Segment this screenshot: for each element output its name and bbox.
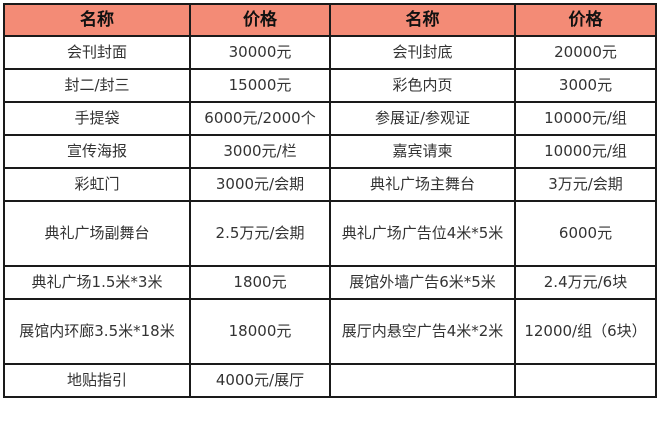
item-name-cell: 典礼广场主舞台 — [329, 167, 516, 202]
item-price-cell: 1800元 — [189, 265, 331, 300]
item-name-cell: 典礼广场广告位4米*5米 — [329, 200, 516, 267]
table-row: 彩虹门 3000元/会期 典礼广场主舞台 3万元/会期 — [3, 167, 657, 202]
item-name-cell: 典礼广场副舞台 — [3, 200, 191, 267]
item-name-cell: 会刊封面 — [3, 35, 191, 70]
table-row: 封二/封三 15000元 彩色内页 3000元 — [3, 68, 657, 103]
header-row: 名称 价格 名称 价格 — [3, 3, 657, 37]
item-name-cell: 封二/封三 — [3, 68, 191, 103]
item-name-cell: 会刊封底 — [329, 35, 516, 70]
table-row: 手提袋 6000元/2000个 参展证/参观证 10000元/组 — [3, 101, 657, 136]
item-name-cell — [329, 363, 516, 398]
item-name-cell: 展厅内悬空广告4米*2米 — [329, 298, 516, 365]
table-row: 典礼广场1.5米*3米 1800元 展馆外墙广告6米*5米 2.4万元/6块 — [3, 265, 657, 300]
item-name-cell: 参展证/参观证 — [329, 101, 516, 136]
price-table: 名称 价格 名称 价格 会刊封面 30000元 会刊封底 20000元 封二/封三 150… — [3, 3, 657, 398]
table-row: 宣传海报 3000元/栏 嘉宾请柬 10000元/组 — [3, 134, 657, 169]
header-name: 名称 — [3, 3, 191, 37]
item-price-cell: 3000元/栏 — [189, 134, 331, 169]
item-name-cell: 展馆内环廊3.5米*18米 — [3, 298, 191, 365]
item-price-cell: 6000元/2000个 — [189, 101, 331, 136]
table-row: 典礼广场副舞台 2.5万元/会期 典礼广场广告位4米*5米 6000元 — [3, 200, 657, 267]
item-name-cell: 彩色内页 — [329, 68, 516, 103]
header-name: 名称 — [329, 3, 516, 37]
item-price-cell: 4000元/展厅 — [189, 363, 331, 398]
header-price: 价格 — [514, 3, 657, 37]
item-price-cell: 6000元 — [514, 200, 657, 267]
table-row: 地贴指引 4000元/展厅 — [3, 363, 657, 398]
item-price-cell: 18000元 — [189, 298, 331, 365]
item-name-cell: 彩虹门 — [3, 167, 191, 202]
table-row: 会刊封面 30000元 会刊封底 20000元 — [3, 35, 657, 70]
item-price-cell: 10000元/组 — [514, 101, 657, 136]
item-price-cell: 3万元/会期 — [514, 167, 657, 202]
item-price-cell: 2.4万元/6块 — [514, 265, 657, 300]
item-name-cell: 典礼广场1.5米*3米 — [3, 265, 191, 300]
item-price-cell: 15000元 — [189, 68, 331, 103]
item-name-cell: 展馆外墙广告6米*5米 — [329, 265, 516, 300]
item-price-cell: 30000元 — [189, 35, 331, 70]
table-row: 展馆内环廊3.5米*18米 18000元 展厅内悬空广告4米*2米 12000/组（6… — [3, 298, 657, 365]
item-price-cell: 2.5万元/会期 — [189, 200, 331, 267]
item-price-cell: 10000元/组 — [514, 134, 657, 169]
item-name-cell: 嘉宾请柬 — [329, 134, 516, 169]
item-price-cell: 3000元/会期 — [189, 167, 331, 202]
item-name-cell: 地贴指引 — [3, 363, 191, 398]
item-price-cell: 20000元 — [514, 35, 657, 70]
item-name-cell: 手提袋 — [3, 101, 191, 136]
item-price-cell: 12000/组（6块） — [514, 298, 657, 365]
item-name-cell: 宣传海报 — [3, 134, 191, 169]
item-price-cell: 3000元 — [514, 68, 657, 103]
header-price: 价格 — [189, 3, 331, 37]
item-price-cell — [514, 363, 657, 398]
